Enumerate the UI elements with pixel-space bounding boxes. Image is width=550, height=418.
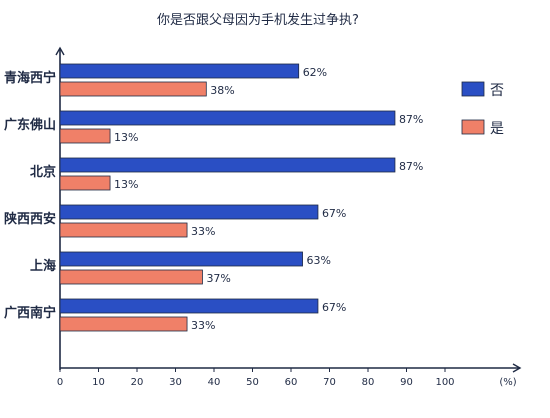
data-label: 87% (399, 113, 423, 126)
data-label: 63% (307, 254, 331, 267)
data-label: 62% (303, 66, 327, 79)
category-label: 青海西宁 (4, 70, 56, 86)
x-tick-label: 0 (57, 377, 63, 388)
legend-swatch (461, 81, 485, 97)
x-tick-label: 80 (362, 377, 375, 388)
bar (59, 204, 319, 220)
bar (59, 128, 111, 144)
data-label: 33% (191, 319, 215, 332)
data-label: 33% (191, 225, 215, 238)
x-tick-label: 60 (285, 377, 298, 388)
legend-label: 否 (490, 83, 504, 99)
category-label: 广西南宁 (4, 305, 56, 321)
data-label: 38% (210, 84, 234, 97)
data-label: 87% (399, 160, 423, 173)
plot-area: 0 10 20 30 40 50 60 70 80 90 100 (%) 青海西宁 62% 38% 广东佛山 8… (4, 46, 522, 388)
bar (59, 110, 396, 126)
x-tick-label: 50 (246, 377, 259, 388)
x-tick-label: 40 (208, 377, 221, 388)
data-label: 13% (114, 178, 138, 191)
bar (59, 298, 319, 314)
category-label: 广东佛山 (4, 117, 56, 133)
chart-title: 你是否跟父母因为手机发生过争执? (157, 12, 359, 28)
bar (59, 157, 396, 173)
x-tick-label: 30 (169, 377, 182, 388)
bar (59, 63, 300, 79)
bar (59, 251, 303, 267)
data-label: 37% (206, 272, 230, 285)
category-label: 上海 (30, 258, 56, 274)
x-tick-label: 20 (131, 377, 144, 388)
bar (59, 269, 203, 285)
legend: 否是 (461, 81, 504, 137)
bar (59, 316, 188, 332)
y-axis-arrow (55, 46, 65, 56)
x-tick-label: 10 (92, 377, 105, 388)
data-label: 67% (322, 301, 346, 314)
x-axis-unit: (%) (499, 377, 516, 388)
data-label: 67% (322, 207, 346, 220)
legend-swatch (461, 119, 485, 135)
bar (59, 175, 111, 191)
legend-label: 是 (490, 121, 504, 137)
category-label: 北京 (30, 164, 56, 180)
bar (59, 81, 207, 97)
x-tick-label: 100 (435, 377, 454, 388)
bar (59, 222, 188, 238)
x-axis-arrow (512, 363, 522, 373)
data-label: 13% (114, 131, 138, 144)
x-tick-label: 70 (323, 377, 336, 388)
x-tick-label: 90 (400, 377, 413, 388)
category-label: 陕西西安 (4, 211, 56, 227)
